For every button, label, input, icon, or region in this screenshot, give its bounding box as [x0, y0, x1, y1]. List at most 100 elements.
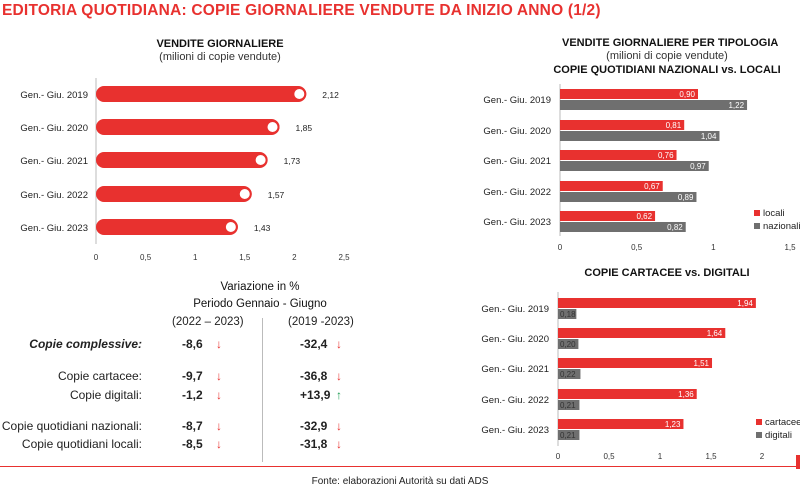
chart2-x-tick: 0: [558, 243, 563, 252]
chart2-x-tick: 0,5: [631, 243, 643, 252]
chart3-bar-cartacee: [558, 358, 713, 368]
chart2-title: VENDITE GIORNALIERE PER TIPOLOGIA: [562, 37, 779, 49]
chart3-value-label: 0,18: [560, 310, 576, 319]
chart1-subtitle: (milioni di copie vendute): [159, 51, 281, 63]
chart2-bar-locali: [560, 150, 677, 160]
variation-row: Copie quotidiani nazionali: -8,7 ↓ -32,9 ↓: [0, 419, 370, 435]
chart2-legend-label-locali: locali: [763, 208, 785, 219]
variation-row-label: Copie complessive:: [29, 337, 142, 351]
chart1-category-label: Gen.- Giu. 2020: [20, 123, 88, 134]
chart2-subtitle: (milioni di copie vendute): [606, 50, 728, 62]
arrow-down-icon: ↓: [216, 388, 222, 402]
chart1-category-label: Gen.- Giu. 2022: [20, 190, 88, 201]
variation-value-2019-2023: -32,4: [300, 337, 328, 351]
chart1-bar-knob: [253, 153, 268, 167]
chart3-value-label: 1,36: [678, 390, 694, 399]
chart1-bar: [96, 186, 252, 202]
chart3-legend-label-cartacee: cartacee: [765, 417, 800, 428]
variation-value-2022-2023: -8,5: [182, 437, 203, 451]
chart2-category-label: Gen.- Giu. 2022: [483, 187, 551, 198]
chart2-category-label: Gen.- Giu. 2021: [483, 156, 551, 167]
chart2-value-label: 0,90: [679, 90, 695, 99]
chart2-bar-nazionali: [560, 100, 748, 110]
chart1-bar-knob: [237, 187, 252, 201]
chart3-legend-swatch-cartacee: [756, 419, 762, 425]
chart3-value-label: 1,51: [693, 359, 709, 368]
variation-col1-header: (2022 – 2023): [172, 316, 244, 328]
chart3-bar-cartacee: [558, 328, 726, 338]
chart1-x-tick: 1: [193, 253, 198, 262]
variation-value-2022-2023: -1,2: [182, 388, 203, 402]
arrow-down-icon: ↓: [336, 419, 342, 433]
chart2-legend-swatch-locali: [754, 210, 760, 216]
variation-row: Copie digitali: -1,2 ↓ +13,9 ↑: [0, 388, 370, 404]
chart2-value-label: 0,67: [644, 182, 660, 191]
chart1-x-tick: 2,5: [338, 253, 350, 262]
variation-value-2022-2023: -8,7: [182, 419, 203, 433]
chart3-category-label: Gen.- Giu. 2022: [481, 395, 549, 406]
chart1-value-label: 1,85: [296, 123, 313, 133]
chart3-bar-digitali: [558, 339, 579, 349]
chart2-value-label: 0,62: [636, 212, 652, 221]
chart1-x-tick: 0: [94, 253, 99, 262]
chart2-bar-locali: [560, 120, 685, 130]
arrow-down-icon: ↓: [216, 337, 222, 351]
arrow-down-icon: ↓: [216, 369, 222, 383]
chart3-legend-swatch-digitali: [756, 432, 762, 438]
chart3-value-label: 1,64: [707, 329, 723, 338]
chart1-value-label: 2,12: [322, 90, 339, 100]
variation-value-2022-2023: -9,7: [182, 369, 203, 383]
chart3-bar-cartacee: [558, 419, 684, 429]
chart3-bar-cartacee: [558, 298, 756, 308]
chart1-bar-knob: [292, 87, 307, 101]
chart3-bar-digitali: [558, 400, 580, 410]
chart3-bar-digitali: [558, 309, 577, 319]
variation-row: Copie quotidiani locali: -8,5 ↓ -31,8 ↓: [0, 437, 370, 453]
chart3-value-label: 0,20: [560, 340, 576, 349]
chart3-value-label: 1,94: [737, 299, 753, 308]
variation-row-label: Copie cartacee:: [57, 369, 142, 383]
chart1-category-label: Gen.- Giu. 2021: [20, 156, 88, 167]
chart3-x-tick: 1,5: [705, 452, 717, 461]
variation-row: Copie complessive: -8,6 ↓ -32,4 ↓: [0, 337, 370, 353]
variation-row-label: Copie digitali:: [69, 388, 142, 402]
chart1-x-tick: 2: [292, 253, 297, 262]
chart1-x-tick: 1,5: [239, 253, 251, 262]
chart3-x-tick: 0: [556, 452, 561, 461]
chart3-category-label: Gen.- Giu. 2021: [481, 364, 549, 375]
chart2-subtitle2: COPIE QUOTIDIANI NAZIONALI vs. LOCALI: [553, 64, 781, 76]
page-title: EDITORIA QUOTIDIANA: COPIE GIORNALIERE V…: [2, 2, 601, 19]
chart2-bar-locali: [560, 211, 656, 221]
chart2-x-tick: 1: [711, 243, 716, 252]
chart2-legend-swatch-nazionali: [754, 223, 760, 229]
variation-divider: [262, 318, 263, 462]
chart1-value-label: 1,57: [268, 190, 285, 200]
chart2-bar-nazionali: [560, 222, 686, 232]
arrow-down-icon: ↓: [216, 419, 222, 433]
chart3-category-label: Gen.- Giu. 2019: [481, 304, 549, 315]
arrow-down-icon: ↓: [336, 369, 342, 383]
variation-title: Variazione in %: [220, 281, 300, 293]
corner-mark: [796, 455, 800, 469]
variation-row: Copie cartacee: -9,7 ↓ -36,8 ↓: [0, 369, 370, 385]
chart3-x-tick: 2: [760, 452, 765, 461]
chart3-bar-digitali: [558, 430, 580, 440]
chart2-legend-label-nazionali: nazionali: [763, 221, 800, 232]
chart2-bar-locali: [560, 89, 698, 99]
chart1-bar: [96, 86, 307, 102]
chart3-value-label: 1,23: [665, 420, 681, 429]
chart1-bar: [96, 152, 268, 168]
chart2-bar-nazionali: [560, 161, 709, 171]
chart2-bar-nazionali: [560, 131, 720, 141]
variation-row-label: Copie quotidiani nazionali:: [1, 419, 142, 433]
variation-value-2022-2023: -8,6: [182, 337, 203, 351]
chart2-value-label: 1,04: [701, 132, 717, 141]
chart1-x-tick: 0,5: [140, 253, 152, 262]
variation-subtitle: Periodo Gennaio - Giugno: [193, 298, 327, 310]
variation-value-2019-2023: -32,9: [300, 419, 328, 433]
arrow-down-icon: ↓: [216, 437, 222, 451]
chart3-value-label: 0,22: [560, 370, 576, 379]
chart1-bar-knob: [223, 220, 238, 234]
chart1-category-label: Gen.- Giu. 2023: [20, 223, 88, 234]
